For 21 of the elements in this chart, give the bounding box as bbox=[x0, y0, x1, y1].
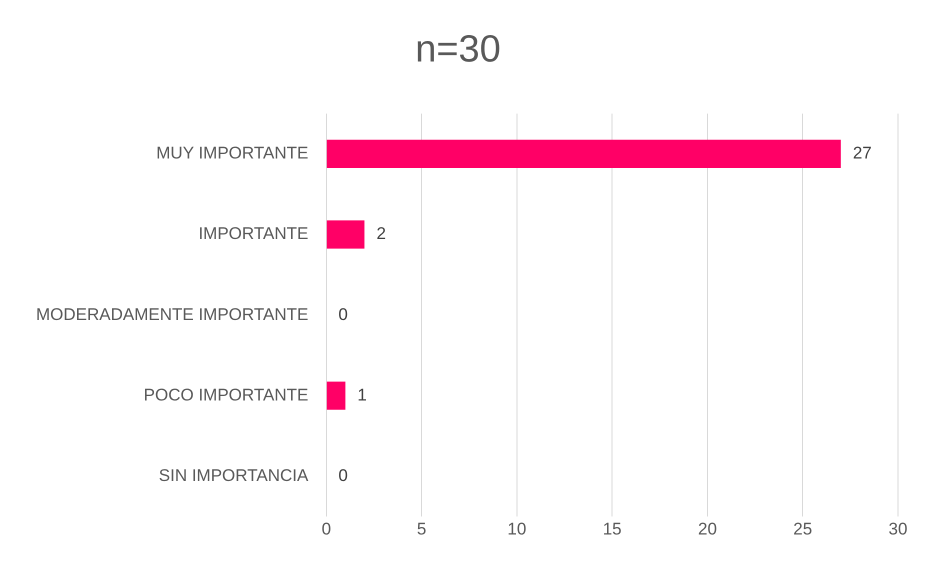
y-tick-label: MUY IMPORTANTE bbox=[156, 144, 308, 163]
x-tick-label: 20 bbox=[698, 519, 717, 538]
bar bbox=[326, 382, 346, 410]
x-tick-label: 25 bbox=[793, 519, 812, 538]
bar bbox=[326, 220, 364, 249]
x-tick-label: 0 bbox=[322, 519, 332, 538]
y-tick-label: IMPORTANTE bbox=[198, 224, 308, 244]
bar bbox=[326, 140, 841, 168]
x-tick-label: 30 bbox=[888, 519, 908, 538]
data-label: 2 bbox=[376, 224, 386, 244]
data-label: 1 bbox=[357, 385, 367, 404]
y-tick-label: POCO IMPORTANTE bbox=[144, 385, 308, 404]
data-label: 0 bbox=[338, 466, 348, 485]
y-tick-label: SIN IMPORTANCIA bbox=[158, 466, 309, 485]
x-tick-label: 5 bbox=[416, 519, 426, 538]
chart-title: n=30 bbox=[415, 28, 501, 70]
x-tick-label: 10 bbox=[507, 519, 526, 538]
data-label: 27 bbox=[852, 144, 872, 163]
x-tick-label: 15 bbox=[602, 519, 622, 538]
data-label: 0 bbox=[338, 304, 348, 324]
y-tick-label: MODERADAMENTE IMPORTANTE bbox=[36, 304, 308, 324]
